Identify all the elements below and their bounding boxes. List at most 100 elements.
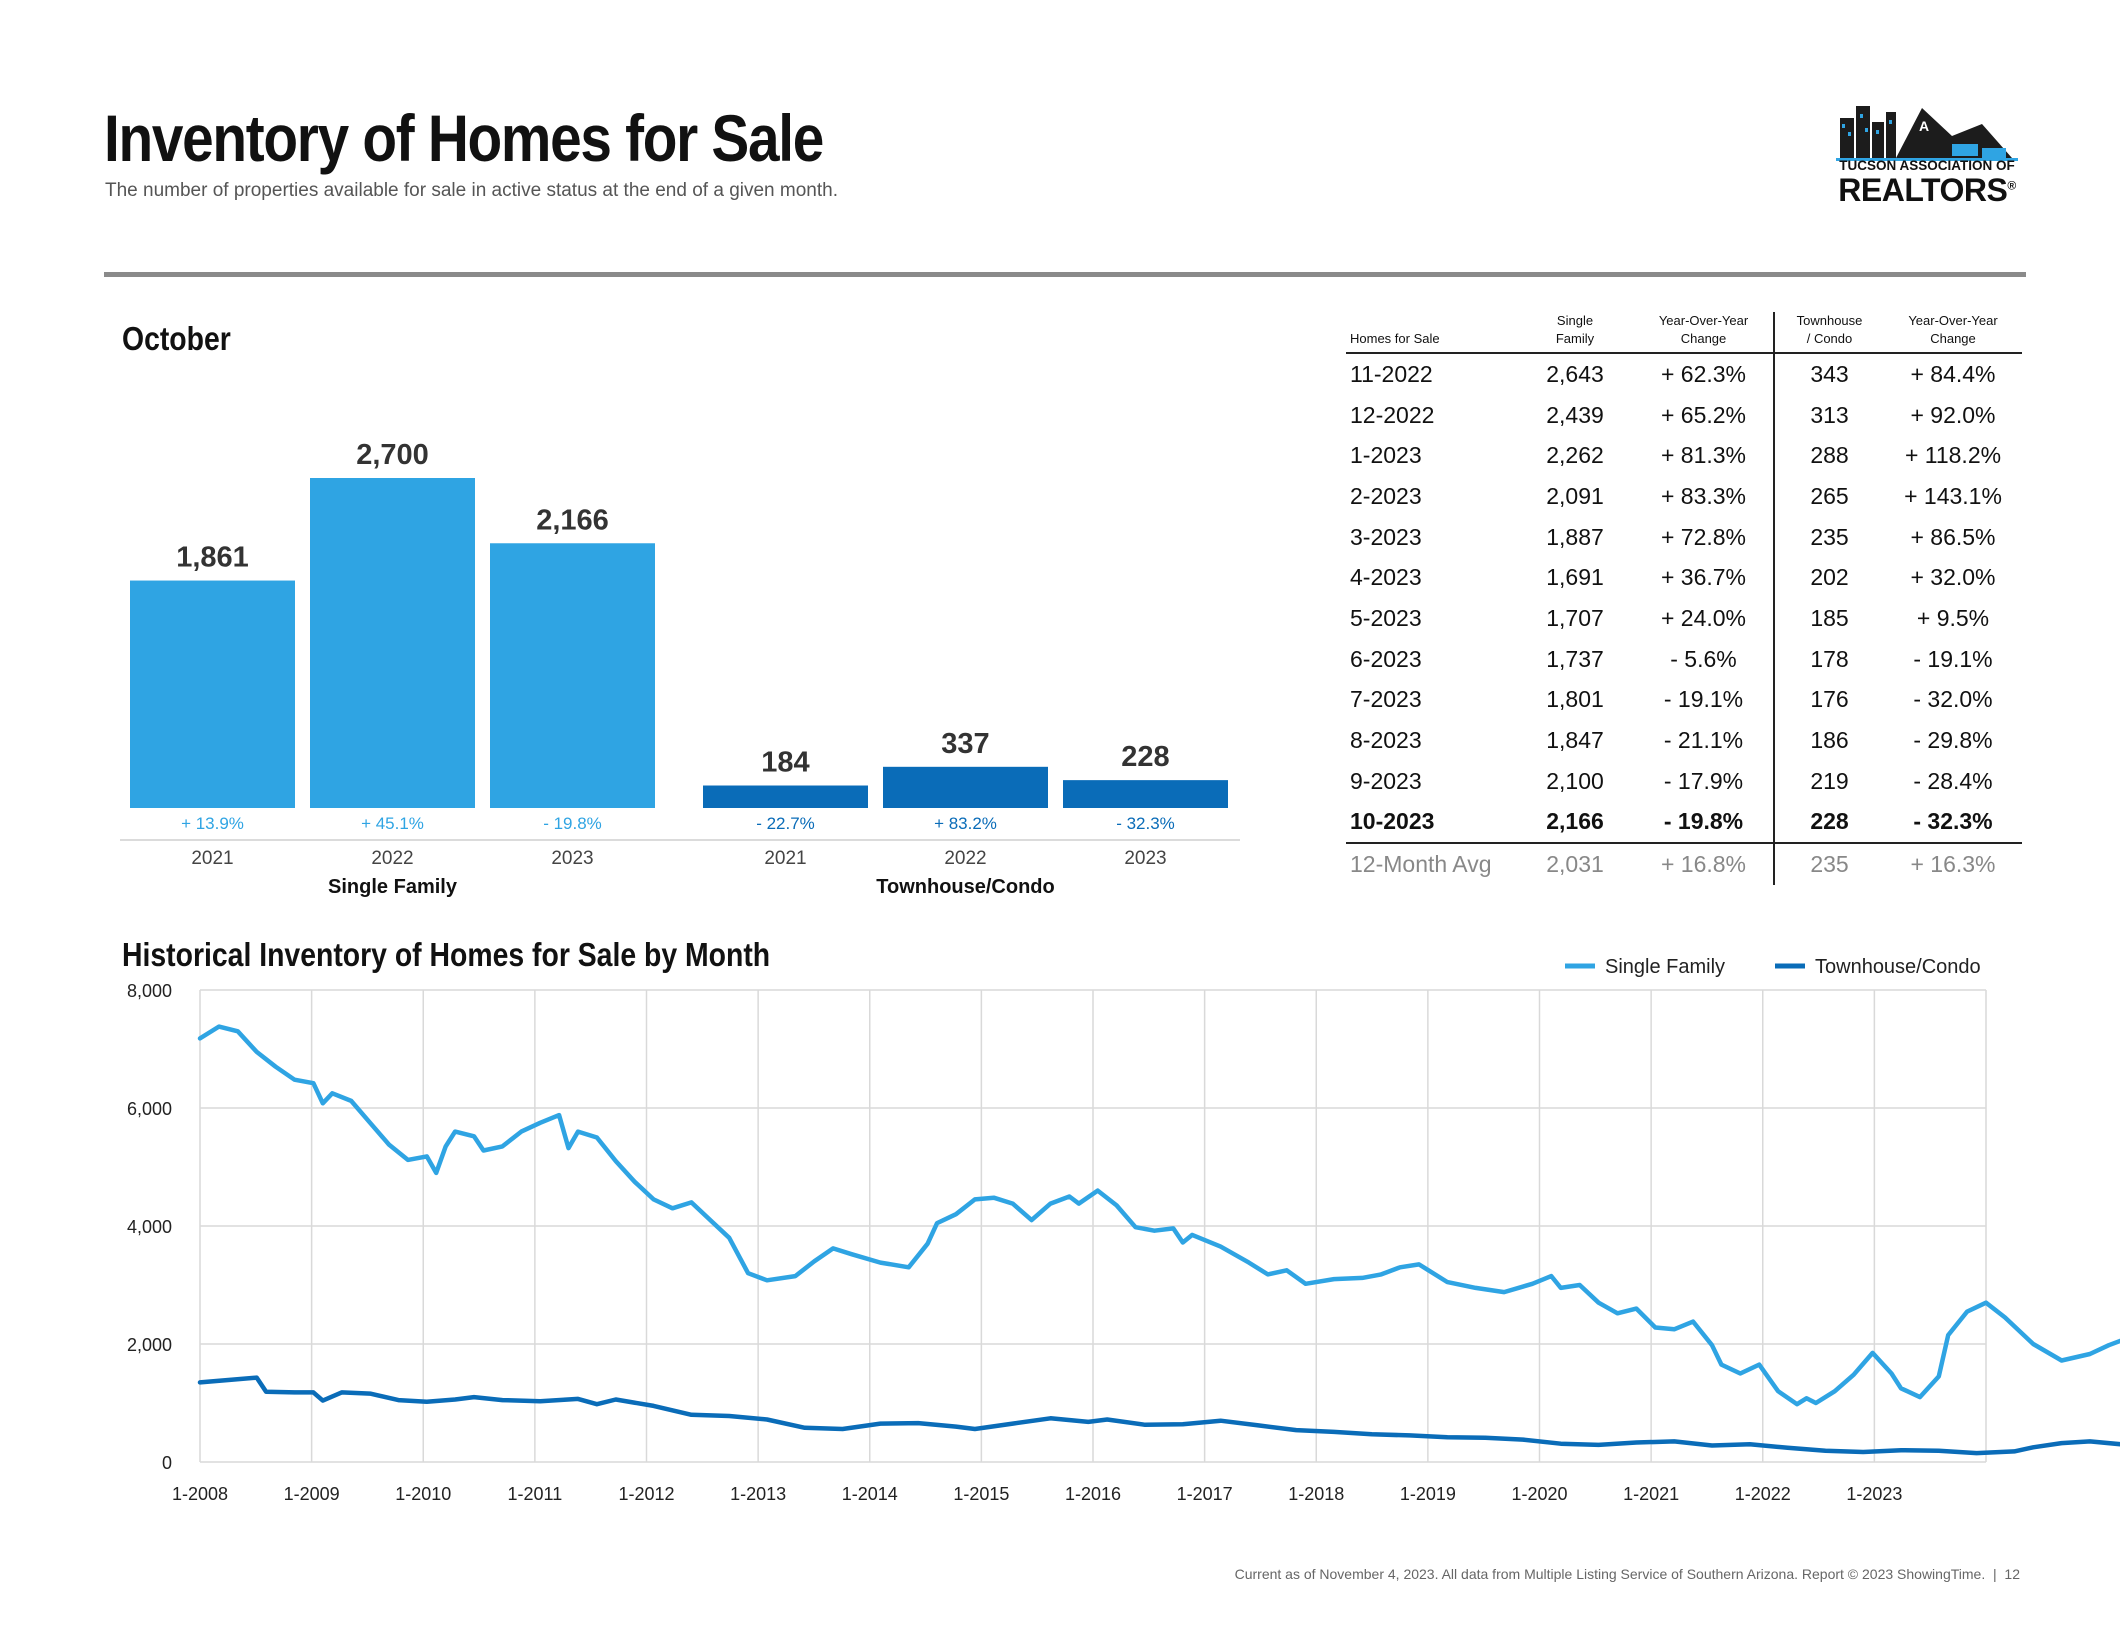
table-cell: 2-2023 bbox=[1350, 482, 1422, 509]
bar-change-label: + 45.1% bbox=[361, 814, 424, 833]
table-row: 3-2023 1,887 + 72.8% 235 + 86.5% bbox=[1346, 516, 2022, 558]
table-cell: - 19.8% bbox=[1634, 801, 1775, 845]
y-tick-label: 8,000 bbox=[127, 981, 172, 1001]
x-tick-label: 1-2008 bbox=[172, 1484, 228, 1504]
bar-change-label: + 83.2% bbox=[934, 814, 997, 833]
table-cell: - 32.0% bbox=[1913, 686, 1993, 713]
x-tick-label: 1-2023 bbox=[1846, 1484, 1902, 1504]
bar-value-label: 2,166 bbox=[536, 504, 609, 536]
col-header-single-family: Single Family bbox=[1516, 312, 1634, 354]
bar bbox=[883, 766, 1048, 808]
table-cell: + 86.5% bbox=[1910, 523, 1996, 550]
table-cell: 2,439 bbox=[1546, 401, 1604, 428]
table-row: 6-2023 1,737 - 5.6% 178 - 19.1% bbox=[1346, 638, 2022, 680]
bar-year-label: 2022 bbox=[944, 848, 986, 869]
monthly-stats-table: Homes for Sale Single Family Year-Over-Ye… bbox=[1346, 312, 2022, 885]
bar-group-label: Single Family bbox=[328, 876, 458, 898]
table-cell: 2,031 bbox=[1546, 851, 1604, 878]
bar-change-label: - 22.7% bbox=[756, 814, 815, 833]
bar-value-label: 184 bbox=[761, 747, 809, 779]
table-cell: 11-2022 bbox=[1350, 360, 1433, 387]
table-cell: 202 bbox=[1810, 564, 1849, 591]
header-divider bbox=[104, 272, 2026, 277]
table-row: 9-2023 2,100 - 17.9% 219 - 28.4% bbox=[1346, 760, 2022, 802]
table-cell: 12-Month Avg bbox=[1350, 851, 1492, 878]
table-cell: + 118.2% bbox=[1904, 442, 2002, 469]
bar-year-label: 2021 bbox=[764, 848, 806, 869]
x-tick-label: 1-2022 bbox=[1735, 1484, 1791, 1504]
table-cell: 2,091 bbox=[1546, 482, 1604, 509]
logo-text-line2: REALTORS® bbox=[1832, 172, 2022, 209]
x-tick-label: 1-2011 bbox=[508, 1484, 563, 1504]
table-cell: + 92.0% bbox=[1910, 401, 1996, 428]
legend-label: Townhouse/Condo bbox=[1815, 956, 1981, 978]
table-average-row: 12-Month Avg 2,031 + 16.8% 235 + 16.3% bbox=[1346, 843, 2022, 885]
page-title: Inventory of Homes for Sale bbox=[104, 101, 824, 175]
table-cell: - 29.8% bbox=[1913, 727, 1993, 754]
y-tick-label: 2,000 bbox=[127, 1335, 172, 1355]
table-cell: 9-2023 bbox=[1350, 767, 1422, 794]
table-row: 2-2023 2,091 + 83.3% 265 + 143.1% bbox=[1346, 476, 2022, 517]
table-cell: - 19.1% bbox=[1634, 679, 1775, 721]
table-cell: 1,691 bbox=[1546, 564, 1604, 591]
table-row: 12-2022 2,439 + 65.2% 313 + 92.0% bbox=[1346, 394, 2022, 436]
table-row: 1-2023 2,262 + 81.3% 288 + 118.2% bbox=[1346, 435, 2022, 477]
x-tick-label: 1-2014 bbox=[842, 1484, 898, 1504]
history-heading: Historical Inventory of Homes for Sale b… bbox=[122, 936, 771, 973]
x-tick-label: 1-2018 bbox=[1288, 1484, 1344, 1504]
series-line bbox=[197, 1375, 2120, 1456]
table-cell: + 24.0% bbox=[1634, 598, 1775, 639]
series-line bbox=[197, 1024, 2120, 1407]
tucson-realtors-logo: A bbox=[1836, 106, 2018, 161]
table-cell: - 21.1% bbox=[1634, 720, 1775, 761]
table-cell: 288 bbox=[1810, 442, 1849, 469]
october-bar-chart: 1,861 + 13.9% 2021 2,700 + 45.1% 2022 2,166 - 1… bbox=[120, 439, 1240, 898]
page-subtitle: The number of properties available for s… bbox=[105, 180, 838, 201]
page-number: 12 bbox=[2004, 1566, 2020, 1582]
table-cell: + 32.0% bbox=[1910, 564, 1996, 591]
table-cell: + 81.3% bbox=[1634, 435, 1775, 477]
table-cell: - 32.3% bbox=[1884, 801, 2022, 845]
table-cell: 186 bbox=[1810, 727, 1849, 754]
bar-group-label: Townhouse/Condo bbox=[876, 876, 1055, 898]
table-cell: 1,887 bbox=[1546, 523, 1604, 550]
historical-line-chart: 0 2,000 4,000 6,000 8,000 1-2008 1-2009 1-2010 1… bbox=[127, 956, 2120, 1504]
bar-change-label: + 13.9% bbox=[181, 814, 244, 833]
table-cell: 176 bbox=[1810, 686, 1849, 713]
bar-value-label: 2,700 bbox=[356, 439, 429, 471]
table-cell: 2,262 bbox=[1546, 442, 1604, 469]
table-cell: 235 bbox=[1810, 523, 1849, 550]
table-cell: + 62.3% bbox=[1634, 353, 1775, 395]
bar-year-label: 2023 bbox=[1124, 848, 1166, 869]
table-cell: 2,166 bbox=[1516, 801, 1634, 845]
table-row: 4-2023 1,691 + 36.7% 202 + 32.0% bbox=[1346, 557, 2022, 599]
table-cell: 235 bbox=[1810, 851, 1849, 878]
x-tick-label: 1-2016 bbox=[1065, 1484, 1121, 1504]
table-row: 8-2023 1,847 - 21.1% 186 - 29.8% bbox=[1346, 720, 2022, 761]
x-tick-label: 1-2015 bbox=[953, 1484, 1009, 1504]
y-tick-label: 0 bbox=[162, 1453, 172, 1473]
table-cell: 6-2023 bbox=[1350, 645, 1422, 672]
table-cell: 219 bbox=[1810, 767, 1849, 794]
table-cell: + 143.1% bbox=[1904, 482, 2002, 509]
bar-value-label: 337 bbox=[941, 728, 989, 760]
x-tick-label: 1-2021 bbox=[1623, 1484, 1679, 1504]
bar-change-label: - 19.8% bbox=[543, 814, 602, 833]
table-cell: 265 bbox=[1810, 482, 1849, 509]
bar bbox=[310, 478, 475, 808]
table-cell: 5-2023 bbox=[1350, 604, 1422, 631]
table-cell: - 28.4% bbox=[1913, 767, 1993, 794]
table-cell: 10-2023 bbox=[1346, 801, 1516, 845]
table-cell: 1,707 bbox=[1546, 604, 1604, 631]
table-cell: + 16.8% bbox=[1634, 843, 1775, 885]
logo-text-line1: TUCSON ASSOCIATION OF bbox=[1839, 158, 2015, 173]
logo-badge-letter: A bbox=[1919, 118, 1929, 134]
bar-year-label: 2022 bbox=[371, 848, 413, 869]
october-heading: October bbox=[122, 320, 231, 357]
table-cell: + 36.7% bbox=[1634, 557, 1775, 599]
table-cell: 4-2023 bbox=[1350, 564, 1422, 591]
table-cell: 1-2023 bbox=[1350, 442, 1422, 469]
bar-year-label: 2023 bbox=[551, 848, 593, 869]
y-tick-label: 4,000 bbox=[127, 1217, 172, 1237]
table-cell: 12-2022 bbox=[1350, 401, 1435, 428]
